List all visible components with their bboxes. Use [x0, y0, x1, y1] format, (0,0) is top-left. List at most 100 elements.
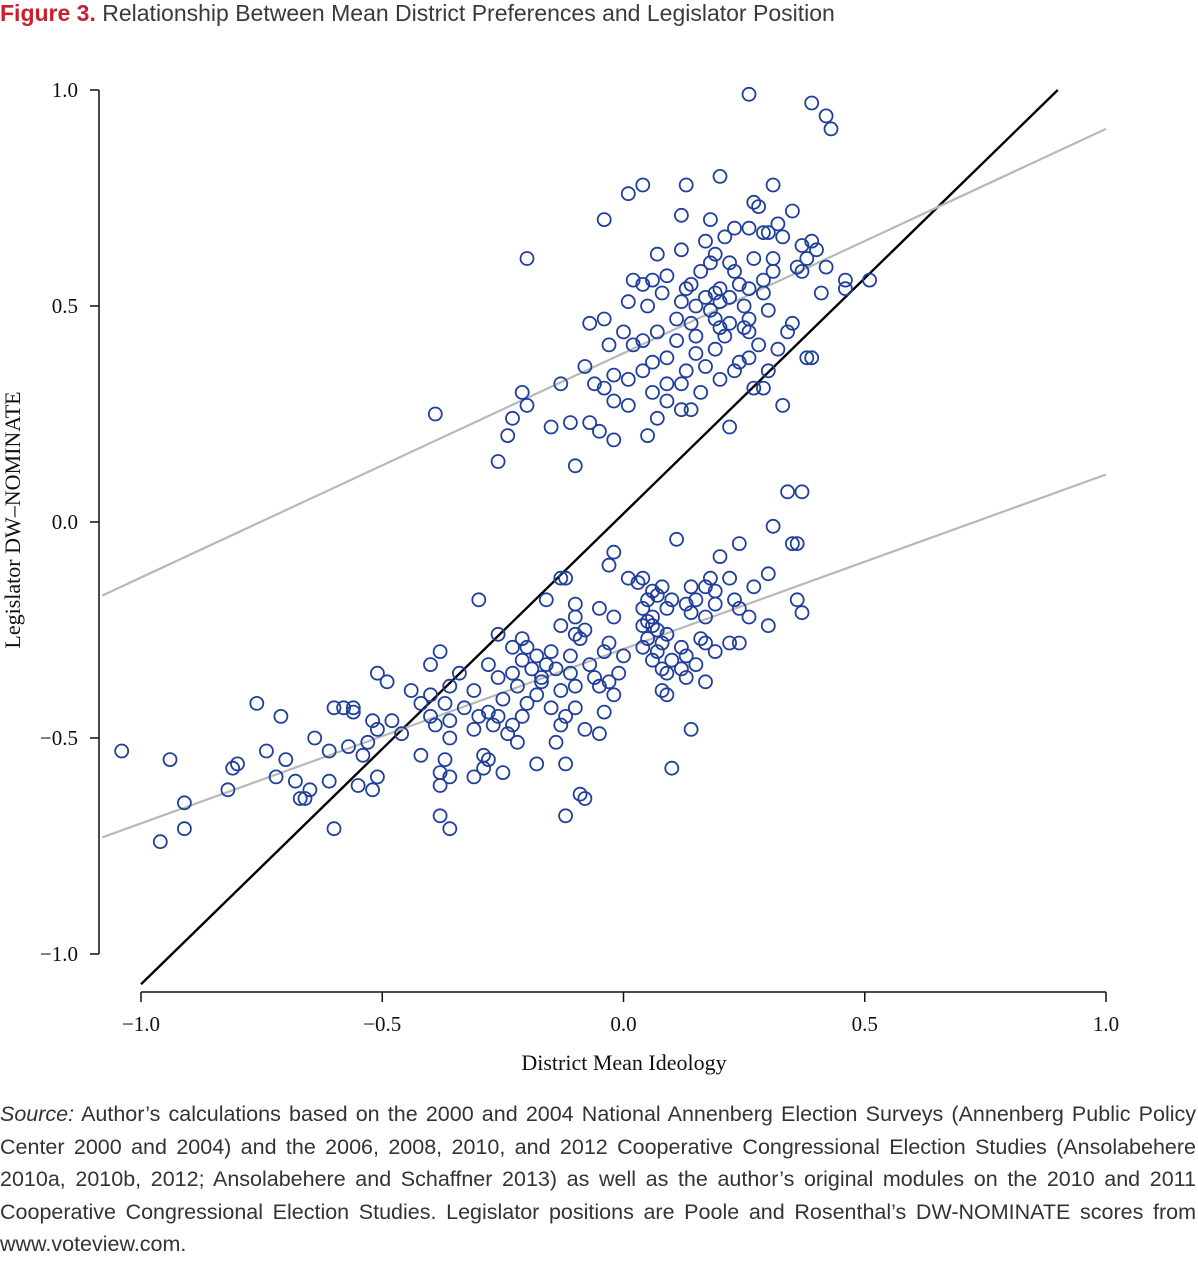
- data-point: [654, 683, 670, 698]
- data-point: [451, 665, 467, 681]
- data-point: [596, 212, 612, 228]
- data-point: [553, 570, 569, 586]
- data-point: [649, 410, 665, 426]
- data-point: [683, 605, 699, 621]
- data-point: [360, 734, 376, 750]
- data-point: [659, 268, 675, 284]
- data-point: [635, 618, 651, 634]
- data-point: [423, 687, 438, 703]
- data-point: [625, 337, 641, 353]
- data-point: [678, 596, 694, 612]
- data-point: [678, 177, 694, 193]
- data-point: [731, 536, 747, 551]
- data-point: [220, 782, 236, 798]
- data-point: [490, 454, 506, 469]
- data-point: [727, 220, 742, 236]
- data-point: [741, 86, 757, 102]
- data-point: [606, 687, 622, 703]
- data-point: [456, 700, 472, 716]
- data-point: [466, 769, 482, 785]
- y-tick-label: 0.0: [52, 510, 78, 534]
- data-point: [442, 678, 458, 694]
- data-point: [500, 428, 516, 444]
- data-point: [413, 696, 429, 711]
- data-point: [635, 177, 651, 193]
- data-point: [538, 592, 554, 608]
- data-point: [558, 709, 573, 724]
- data-point: [703, 255, 718, 271]
- data-point: [736, 320, 752, 336]
- data-point: [727, 263, 742, 279]
- data-point: [480, 657, 496, 672]
- data-point: [413, 747, 429, 763]
- data-point: [592, 726, 607, 742]
- data-point: [794, 605, 810, 621]
- data-point: [558, 756, 573, 772]
- data-point: [683, 722, 699, 737]
- data-point: [326, 700, 342, 716]
- data-point: [722, 315, 737, 331]
- x-tick-label: −1.0: [122, 1012, 160, 1036]
- data-point: [558, 570, 573, 586]
- data-point: [649, 588, 665, 603]
- data-point: [596, 704, 612, 720]
- data-point: [297, 791, 313, 806]
- data-point: [505, 717, 520, 733]
- data-point: [567, 700, 583, 716]
- data-point: [384, 713, 400, 729]
- data-point: [756, 225, 771, 241]
- data-point: [514, 709, 530, 724]
- figure-label: Figure 3.: [0, 0, 96, 26]
- data-point: [350, 778, 366, 793]
- data-point: [683, 276, 699, 292]
- source-label: Source:: [0, 1102, 75, 1126]
- data-point: [703, 570, 718, 586]
- data-point: [514, 652, 530, 668]
- data-point: [741, 281, 757, 297]
- data-point: [770, 341, 786, 357]
- data-point: [635, 363, 651, 379]
- data-point: [693, 631, 709, 646]
- data-point: [756, 380, 771, 396]
- data-point: [592, 423, 607, 439]
- diagonal-line: [140, 89, 1059, 986]
- data-point: [601, 337, 617, 353]
- data-point: [717, 328, 733, 344]
- data-point: [582, 415, 598, 431]
- data-point: [114, 743, 130, 759]
- data-point: [369, 722, 385, 737]
- data-point: [553, 376, 569, 392]
- data-point: [152, 834, 168, 850]
- data-point: [683, 315, 699, 331]
- data-point: [592, 678, 607, 694]
- data-point: [674, 661, 689, 677]
- data-point: [548, 661, 564, 677]
- data-point: [664, 592, 680, 608]
- data-point: [722, 419, 737, 435]
- fit-line-1: [101, 127, 1107, 597]
- data-point: [746, 380, 762, 396]
- data-point: [369, 769, 385, 785]
- data-point: [751, 199, 766, 215]
- data-points: [114, 86, 877, 850]
- data-point: [553, 683, 569, 698]
- data-point: [442, 713, 458, 729]
- data-point: [577, 359, 593, 374]
- data-point: [606, 367, 622, 383]
- data-point: [480, 752, 496, 767]
- data-point: [596, 311, 612, 327]
- data-point: [273, 709, 289, 724]
- data-point: [490, 670, 506, 685]
- data-point: [635, 333, 651, 349]
- data-point: [785, 315, 800, 331]
- data-point: [722, 255, 737, 271]
- data-point: [524, 661, 540, 677]
- data-point: [606, 393, 622, 409]
- data-point: [756, 272, 771, 288]
- y-axis-label: Legislator DW–NOMINATE: [0, 391, 25, 648]
- data-point: [698, 579, 713, 595]
- data-point: [321, 773, 337, 789]
- data-point: [659, 665, 675, 681]
- data-point: [838, 272, 853, 288]
- data-point: [813, 285, 829, 301]
